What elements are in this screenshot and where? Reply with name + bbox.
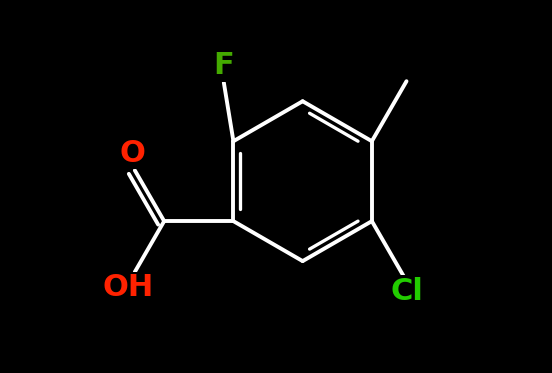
Text: F: F bbox=[214, 51, 234, 80]
Text: OH: OH bbox=[103, 273, 154, 303]
Text: O: O bbox=[119, 139, 145, 168]
Text: Cl: Cl bbox=[390, 277, 423, 306]
